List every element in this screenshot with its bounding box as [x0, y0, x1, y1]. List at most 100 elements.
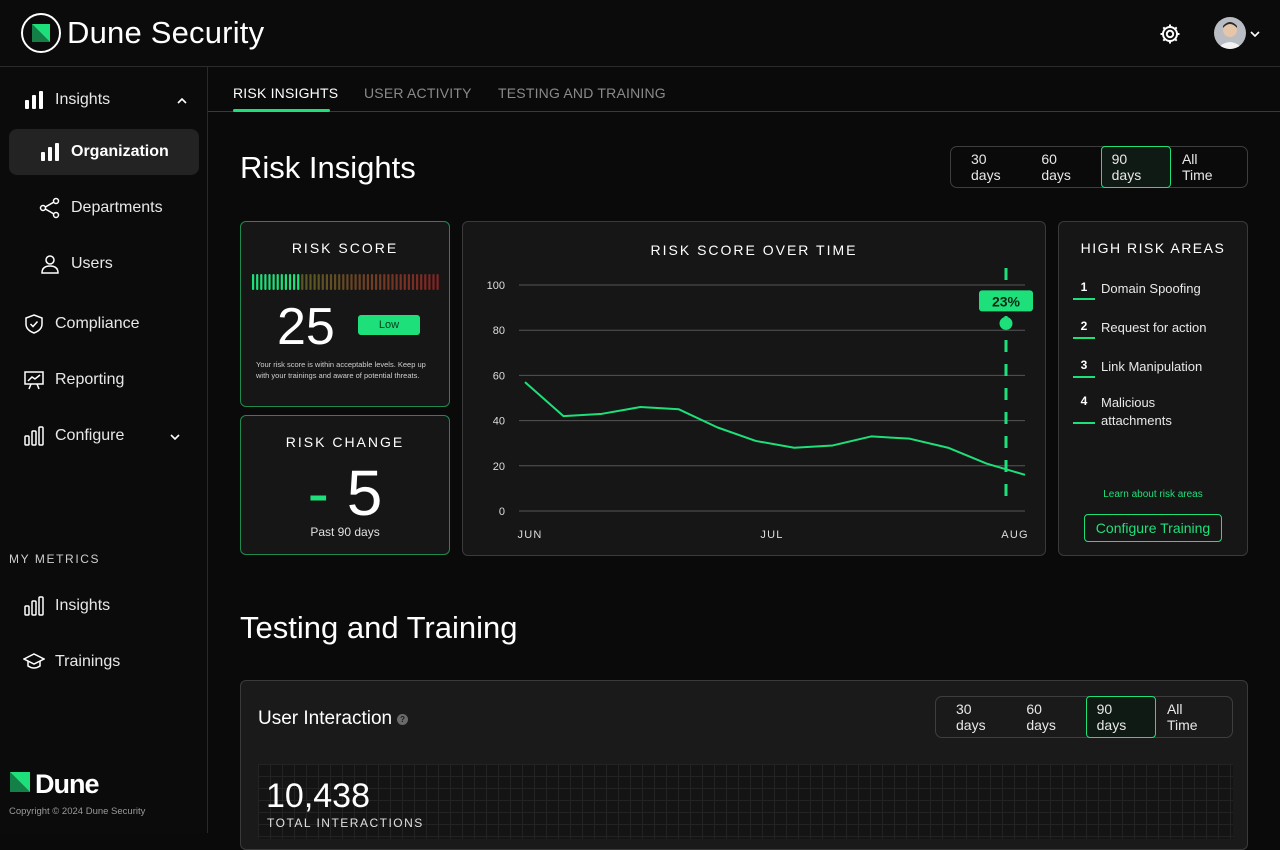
gauge-segment [428, 274, 431, 290]
high-risk-areas-card: HIGH RISK AREAS 1 Domain Spoofing 2 Requ… [1058, 221, 1248, 556]
range-all-time[interactable]: All Time [1166, 701, 1198, 733]
gauge-segment [354, 274, 357, 290]
sidebar-item-label: Insights [55, 91, 111, 108]
risk-change-sign: - [307, 457, 329, 529]
shield-check-icon [23, 313, 45, 335]
help-icon[interactable]: ? [397, 713, 409, 725]
gauge-segment [407, 274, 410, 290]
sidebar-item-label: Departments [71, 199, 163, 216]
gauge-segment [260, 274, 263, 290]
avatar[interactable] [1214, 17, 1246, 49]
gauge-segment [403, 274, 406, 290]
gauge-segment [350, 274, 353, 290]
time-range-selector: 30 days 60 days 90 days All Time [950, 146, 1248, 188]
gauge-segment [399, 274, 402, 290]
gauge-segment [252, 274, 255, 290]
chart-title: RISK SCORE OVER TIME [650, 242, 858, 258]
bar-chart-icon [39, 141, 61, 163]
sidebar-item-departments[interactable]: Departments [0, 185, 208, 231]
chevron-down-icon[interactable] [169, 430, 181, 448]
presentation-chart-icon [23, 369, 45, 391]
x-tick-label: JUL [760, 529, 783, 541]
tab-user-activity[interactable]: USER ACTIVITY [364, 85, 472, 101]
brand[interactable]: Dune Security [21, 13, 264, 53]
bar-chart-icon [23, 89, 45, 111]
risk-change-number: 5 [346, 457, 383, 529]
sidebar-item-label: Insights [55, 597, 111, 614]
gauge-segment [411, 274, 415, 290]
gauge-segment [288, 274, 292, 290]
chevron-up-icon[interactable] [176, 94, 188, 112]
gauge-segment [432, 274, 435, 290]
gauge-segment [387, 274, 390, 290]
share-nodes-icon [39, 197, 61, 219]
range-60-days[interactable]: 60 days [1026, 701, 1056, 733]
tab-risk-insights[interactable]: RISK INSIGHTS [233, 85, 339, 101]
range-90-days[interactable]: 90 days [1100, 146, 1171, 188]
range-all-time[interactable]: All Time [1181, 151, 1213, 183]
y-tick-label: 100 [487, 280, 505, 292]
sidebar-item-users[interactable]: Users [0, 241, 208, 287]
tab-bar: RISK INSIGHTS USER ACTIVITY TESTING AND … [208, 67, 1280, 112]
gauge-segment [329, 274, 333, 290]
user-icon [39, 253, 61, 275]
tab-testing-and-training[interactable]: TESTING AND TRAINING [498, 85, 666, 101]
rank-number: 1 [1073, 280, 1095, 300]
page-title: Risk Insights [240, 150, 416, 185]
current-marker-point[interactable] [999, 316, 1013, 330]
active-tab-indicator [233, 109, 330, 112]
risk-change-value: - 5 [241, 456, 449, 530]
risk-area-label: Malicious attachments [1101, 395, 1172, 428]
card-title: User Interaction ? [258, 708, 409, 730]
sidebar-item-compliance[interactable]: Compliance [0, 301, 208, 347]
rank-number: 4 [1073, 394, 1095, 424]
footer-brand: Dune [9, 769, 99, 800]
chevron-down-icon[interactable] [1249, 27, 1261, 39]
total-interactions-label: TOTAL INTERACTIONS [267, 816, 424, 830]
gauge-segment [325, 274, 328, 290]
sidebar: Insights Organization Departments Users … [0, 67, 208, 833]
interaction-grid-background [258, 764, 1233, 839]
dune-logo-icon [21, 13, 61, 53]
sidebar-item-label: Users [71, 255, 113, 272]
sidebar-item-configure[interactable]: Configure [0, 413, 208, 459]
gauge-segment [317, 274, 320, 290]
status-badge: Low [358, 315, 420, 335]
card-title: RISK CHANGE [285, 434, 405, 450]
sidebar-item-label: Organization [71, 143, 169, 160]
gauge-segment [391, 274, 394, 290]
annotation-label: 23% [992, 293, 1021, 309]
risk-score-value: 25 [277, 298, 335, 356]
top-bar: Dune Security [0, 0, 1280, 67]
y-tick-label: 0 [499, 506, 505, 518]
gauge-segment [375, 274, 378, 290]
series-line [524, 381, 1026, 476]
copyright: Copyright © 2024 Dune Security [9, 806, 146, 817]
configure-training-button[interactable]: Configure Training [1084, 514, 1222, 542]
gauge-segment [370, 274, 374, 290]
range-30-days[interactable]: 30 days [956, 701, 986, 733]
sidebar-item-organization[interactable]: Organization [9, 129, 199, 175]
sidebar-item-trainings[interactable]: Trainings [0, 639, 208, 685]
risk-line-chart: 100 80 60 40 20 0 JUN JUL AUG 23% [487, 268, 1033, 541]
gauge-segment [379, 274, 382, 290]
range-30-days[interactable]: 30 days [971, 151, 1001, 183]
sidebar-item-my-insights[interactable]: Insights [0, 583, 208, 629]
sidebar-item-insights[interactable]: Insights [0, 77, 208, 123]
risk-change-card: RISK CHANGE - 5 Past 90 days [240, 415, 450, 555]
range-90-days[interactable]: 90 days [1085, 696, 1156, 738]
gauge-segment [297, 274, 300, 290]
risk-gauge [252, 274, 439, 290]
learn-risk-areas-link[interactable]: Learn about risk areas [1103, 489, 1203, 500]
time-range-selector: 30 days 60 days 90 days All Time [935, 696, 1233, 738]
sidebar-item-label: Compliance [55, 315, 140, 332]
gauge-segment [342, 274, 345, 290]
gear-icon[interactable] [1158, 22, 1182, 46]
gauge-segment [362, 274, 365, 290]
risk-score-card: RISK SCORE 25 Low Your risk score is wit… [240, 221, 450, 407]
sidebar-item-reporting[interactable]: Reporting [0, 357, 208, 403]
rank-number: 2 [1073, 319, 1095, 339]
annotation-badge [979, 290, 1033, 312]
range-60-days[interactable]: 60 days [1041, 151, 1071, 183]
list-item: 2 Request for action [1073, 319, 1221, 339]
